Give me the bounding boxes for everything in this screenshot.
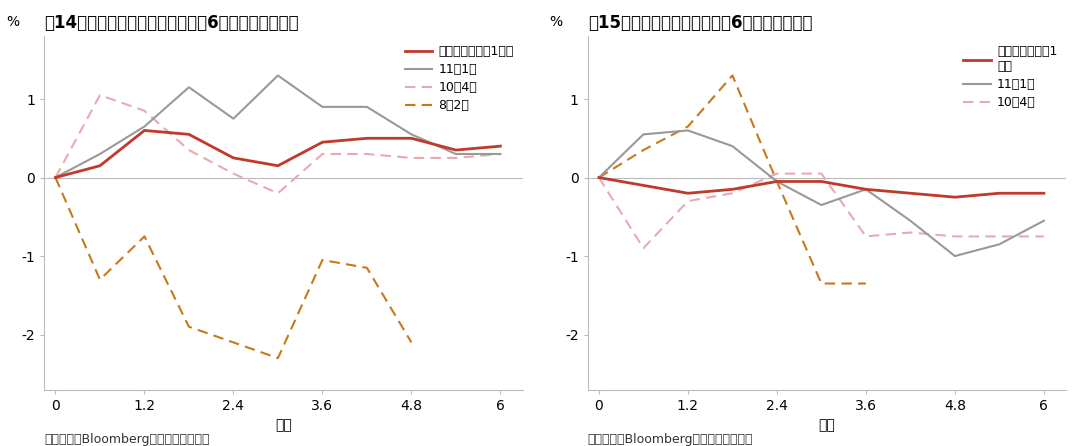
平均反应（过去1
年）: [948, 194, 961, 200]
11月1日: [405, 132, 418, 137]
10月4日: [361, 151, 374, 157]
Line: 11月1日: 11月1日: [55, 75, 500, 178]
平均反应（过去1
年）: [726, 186, 739, 192]
Line: 10月4日: 10月4日: [55, 95, 500, 193]
平均反应（过去1
年）: [593, 175, 606, 180]
10月4日: [860, 234, 873, 239]
11月1日: [316, 104, 329, 110]
10月4日: [993, 234, 1005, 239]
平均反应（过去1年）: [183, 132, 195, 137]
Line: 8月2日: 8月2日: [55, 178, 500, 358]
Text: %: %: [6, 15, 19, 29]
10月4日: [316, 151, 329, 157]
11月1日: [637, 132, 650, 137]
10月4日: [94, 92, 107, 98]
平均反应（过去1年）: [449, 147, 462, 153]
Legend: 平均反应（过去1
年）, 11月1日, 10月4日: 平均反应（过去1 年）, 11月1日, 10月4日: [958, 40, 1063, 114]
平均反应（过去1年）: [316, 140, 329, 145]
平均反应（过去1
年）: [1038, 190, 1051, 196]
11月1日: [948, 253, 961, 259]
11月1日: [904, 218, 917, 223]
11月1日: [770, 179, 783, 184]
Text: 图14：标普期货在非农数据公布后6个小时内的涨跌幅: 图14：标普期货在非农数据公布后6个小时内的涨跌幅: [44, 14, 299, 32]
平均反应（过去1年）: [361, 136, 374, 141]
平均反应（过去1
年）: [815, 179, 828, 184]
11月1日: [681, 128, 694, 133]
Text: 资料来源：Bloomberg，民生证券研究院: 资料来源：Bloomberg，民生证券研究院: [44, 433, 210, 446]
8月2日: [138, 234, 151, 239]
11月1日: [271, 73, 284, 78]
8月2日: [49, 175, 62, 180]
Line: 11月1日: 11月1日: [599, 130, 1044, 256]
11月1日: [49, 175, 62, 180]
平均反应（过去1年）: [405, 136, 418, 141]
Text: 资料来源：Bloomberg，民生证券研究院: 资料来源：Bloomberg，民生证券研究院: [588, 433, 753, 446]
10月4日: [449, 155, 462, 161]
8月2日: [183, 324, 195, 330]
11月1日: [361, 104, 374, 110]
10月4日: [1038, 234, 1051, 239]
8月2日: [271, 355, 284, 361]
11月1日: [993, 242, 1005, 247]
10月4日: [637, 246, 650, 251]
10月4日: [593, 175, 606, 180]
Text: %: %: [550, 15, 563, 29]
平均反应（过去1年）: [494, 144, 507, 149]
10月4日: [138, 108, 151, 113]
11月1日: [1038, 218, 1051, 223]
平均反应（过去1
年）: [904, 190, 917, 196]
10月4日: [227, 171, 240, 176]
平均反应（过去1年）: [49, 175, 62, 180]
Text: 图15：黄金在非农数据公布后6个小时的涨跌幅: 图15：黄金在非农数据公布后6个小时的涨跌幅: [588, 14, 812, 32]
8月2日: [361, 265, 374, 271]
8月2日: [316, 257, 329, 263]
Line: 平均反应（过去1年）: 平均反应（过去1年）: [55, 130, 500, 178]
11月1日: [494, 151, 507, 157]
平均反应（过去1
年）: [993, 190, 1005, 196]
X-axis label: 小时: 小时: [275, 418, 292, 432]
平均反应（过去1年）: [271, 163, 284, 169]
10月4日: [770, 171, 783, 176]
10月4日: [948, 234, 961, 239]
8月2日: [227, 340, 240, 345]
10月4日: [681, 198, 694, 204]
10月4日: [183, 147, 195, 153]
11月1日: [593, 175, 606, 180]
平均反应（过去1
年）: [770, 179, 783, 184]
8月2日: [494, 301, 507, 306]
11月1日: [860, 186, 873, 192]
11月1日: [94, 151, 107, 157]
11月1日: [726, 144, 739, 149]
平均反应（过去1年）: [94, 163, 107, 169]
10月4日: [494, 151, 507, 157]
平均反应（过去1年）: [138, 128, 151, 133]
11月1日: [815, 202, 828, 208]
Line: 10月4日: 10月4日: [599, 173, 1044, 248]
11月1日: [138, 124, 151, 129]
10月4日: [815, 171, 828, 176]
X-axis label: 小时: 小时: [819, 418, 835, 432]
Line: 平均反应（过去1
年）: 平均反应（过去1 年）: [599, 178, 1044, 197]
11月1日: [449, 151, 462, 157]
8月2日: [405, 340, 418, 345]
8月2日: [94, 277, 107, 282]
10月4日: [904, 230, 917, 235]
平均反应（过去1年）: [227, 155, 240, 161]
10月4日: [49, 175, 62, 180]
平均反应（过去1
年）: [860, 186, 873, 192]
Legend: 平均反应（过去1年）, 11月1日, 10月4日, 8月2日: 平均反应（过去1年）, 11月1日, 10月4日, 8月2日: [400, 40, 518, 117]
11月1日: [227, 116, 240, 121]
平均反应（过去1
年）: [637, 183, 650, 188]
11月1日: [183, 85, 195, 90]
平均反应（过去1
年）: [681, 190, 694, 196]
10月4日: [405, 155, 418, 161]
10月4日: [271, 190, 284, 196]
10月4日: [726, 190, 739, 196]
